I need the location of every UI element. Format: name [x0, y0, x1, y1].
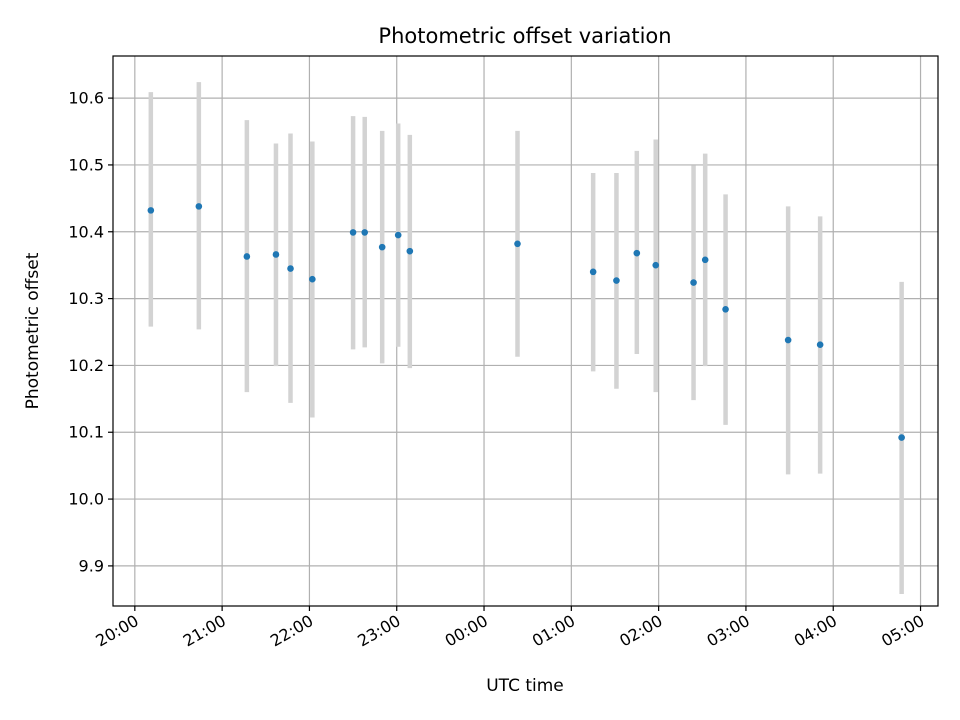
plot-background: [113, 56, 938, 606]
x-axis-label: UTC time: [486, 676, 564, 696]
x-tick-label: 04:00: [791, 611, 840, 651]
x-tick-label: 23:00: [354, 611, 403, 651]
data-point: [784, 336, 792, 344]
data-point: [309, 275, 316, 283]
data-point: [378, 243, 386, 251]
data-point: [690, 279, 697, 286]
data-point: [195, 203, 203, 210]
data-point: [613, 277, 620, 284]
data-point: [394, 231, 402, 239]
data-point: [816, 341, 824, 348]
data-point: [652, 261, 660, 269]
y-tick-label: 10.1: [68, 423, 104, 442]
y-tick-label: 10.0: [68, 490, 104, 509]
data-point: [406, 247, 414, 255]
x-tick-label: 22:00: [267, 611, 316, 651]
y-axis-label: Photometric offset: [23, 252, 43, 409]
data-point: [701, 256, 709, 264]
y-tick-label: 10.6: [68, 89, 104, 108]
plot-frame: [112, 55, 939, 607]
data-point: [243, 253, 251, 260]
data-point: [361, 229, 369, 236]
data-point: [272, 251, 280, 258]
y-tick-label: 10.2: [68, 356, 104, 375]
x-axis-ticks: 20:00 21:00 22:00 23:00 00:00 01:00 02:00 03:00…: [92, 606, 928, 651]
data-point: [633, 249, 641, 257]
data-point: [514, 240, 521, 248]
y-tick-label: 10.4: [68, 222, 104, 241]
x-tick-label: 01:00: [529, 611, 578, 651]
x-tick-label: 02:00: [616, 611, 665, 651]
x-tick-label: 00:00: [442, 611, 491, 651]
x-tick-label: 20:00: [92, 611, 141, 651]
data-points: [147, 203, 905, 441]
grid-lines: [113, 56, 938, 606]
y-tick-label: 10.3: [68, 289, 104, 308]
data-point: [898, 434, 905, 441]
y-tick-label: 10.5: [68, 155, 104, 174]
data-point: [147, 207, 155, 214]
y-axis-ticks: 9.9 10.0 10.1 10.2 10.3 10.4 10.5 10.6: [68, 89, 113, 575]
data-point: [589, 268, 597, 276]
data-point: [349, 229, 357, 236]
y-tick-label: 9.9: [79, 556, 104, 575]
x-tick-label: 03:00: [704, 611, 753, 651]
x-tick-label: 05:00: [878, 611, 927, 651]
data-point: [287, 265, 294, 272]
chart-title: Photometric offset variation: [378, 24, 671, 48]
data-point: [722, 305, 729, 313]
x-tick-label: 21:00: [180, 611, 229, 651]
